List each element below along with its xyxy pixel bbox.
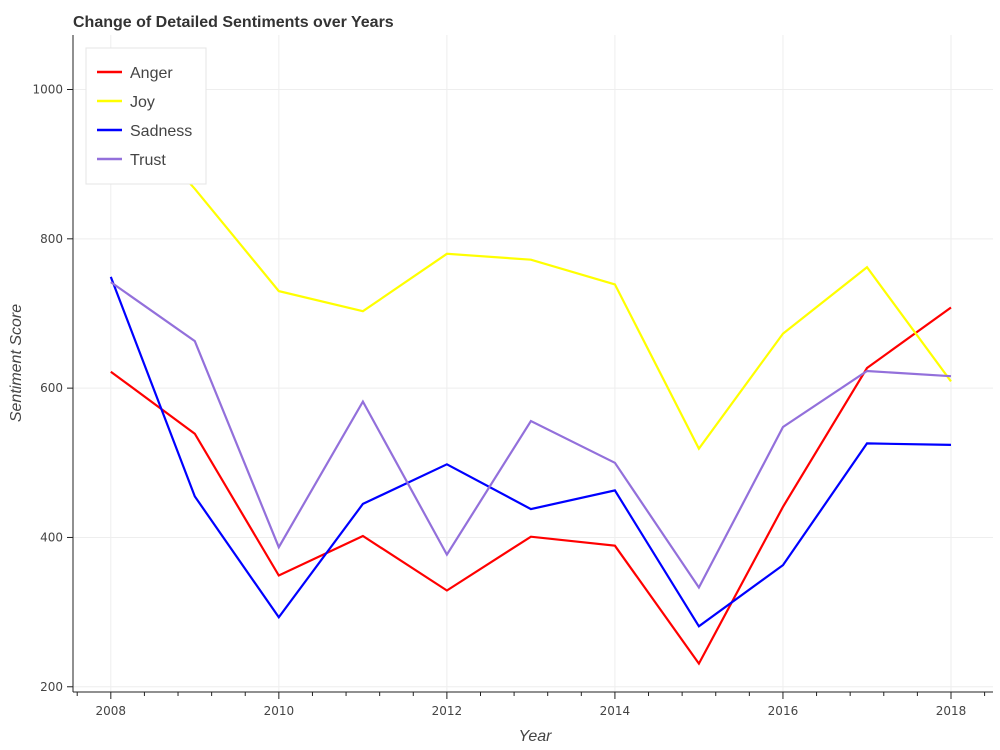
legend-label-joy: Joy xyxy=(130,94,155,111)
series-lines xyxy=(109,94,952,666)
legend-box xyxy=(85,47,207,185)
series-line-sadness xyxy=(109,276,952,628)
x-tick-label: 2014 xyxy=(600,704,631,718)
x-axis-ticks: 2008 2010 2012 2014 2016 2018 xyxy=(76,692,986,718)
legend-label-trust: Trust xyxy=(130,152,166,169)
y-tick-label: 800 xyxy=(40,232,63,246)
x-tick-label: 2010 xyxy=(264,704,295,718)
y-tick-label: 400 xyxy=(40,530,63,544)
series-line-anger xyxy=(110,306,952,666)
gridlines xyxy=(73,35,993,692)
x-tick-label: 2018 xyxy=(936,704,967,718)
series-line-joy xyxy=(109,94,952,451)
y-tick-label: 200 xyxy=(40,680,63,694)
y-axis-label: Sentiment Score xyxy=(8,304,25,422)
legend: Anger Joy Sadness Trust xyxy=(85,47,207,185)
y-axis-ticks: 200 400 600 800 1000 xyxy=(32,83,73,694)
x-axis-label: Year xyxy=(519,728,553,745)
y-tick-label: 1000 xyxy=(32,83,63,97)
y-tick-label: 600 xyxy=(40,381,63,395)
x-tick-label: 2008 xyxy=(96,704,127,718)
x-tick-label: 2016 xyxy=(768,704,799,718)
series-line-trust xyxy=(110,281,952,590)
x-tick-label: 2012 xyxy=(432,704,463,718)
chart-title: Change of Detailed Sentiments over Years xyxy=(73,14,394,31)
legend-label-sadness: Sadness xyxy=(130,123,192,140)
legend-label-anger: Anger xyxy=(130,65,173,82)
